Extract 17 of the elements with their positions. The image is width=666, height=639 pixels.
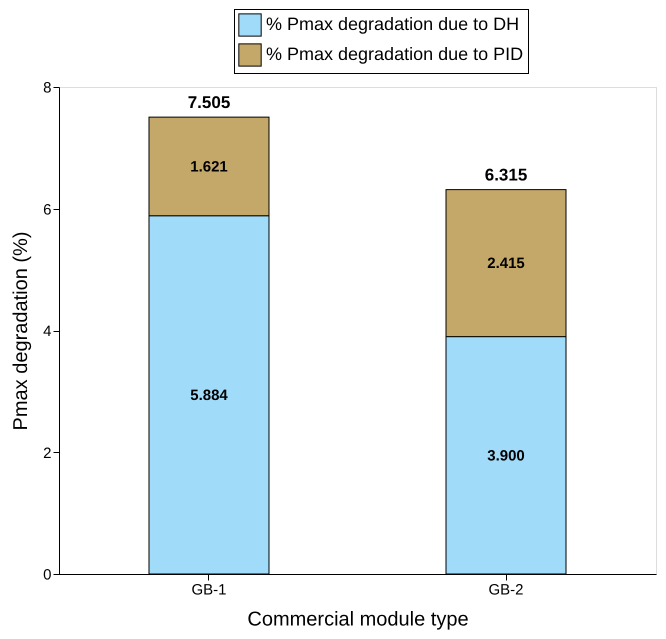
legend-label: % Pmax degradation due to DH — [266, 14, 520, 34]
legend-label: % Pmax degradation due to PID — [266, 44, 524, 64]
x-axis-title: Commercial module type — [247, 608, 469, 630]
y-tick-label: 4 — [43, 323, 52, 340]
y-tick-label: 2 — [43, 444, 52, 462]
data-label: 5.884 — [190, 386, 228, 404]
y-axis-title: Pmax degradation (%) — [10, 232, 32, 430]
total-label: 7.505 — [188, 93, 230, 112]
y-tick-label: 8 — [43, 80, 52, 96]
x-tick-label: GB-1 — [191, 582, 226, 598]
x-tick-label: GB-2 — [488, 582, 524, 598]
y-tick-label: 6 — [43, 201, 52, 218]
y-tick-label: 0 — [43, 566, 52, 584]
total-label: 6.315 — [484, 166, 528, 185]
data-label: 3.900 — [487, 447, 525, 464]
data-label: 2.415 — [487, 255, 525, 272]
data-label: 1.621 — [190, 158, 228, 176]
